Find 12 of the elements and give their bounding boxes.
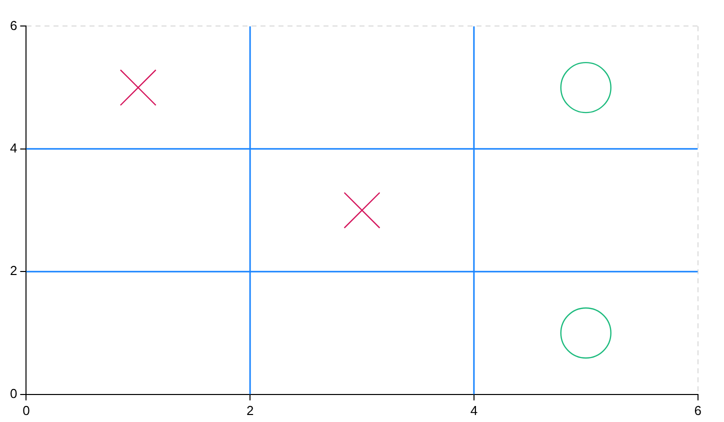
point [560, 307, 612, 359]
point [344, 192, 380, 229]
point [120, 69, 156, 106]
y-tick-label: 6 [10, 18, 18, 33]
y-tick-label: 2 [10, 263, 18, 278]
y-tick-label: 0 [10, 386, 18, 401]
x-tick-label: 4 [470, 402, 478, 418]
x-tick-label: 6 [694, 402, 702, 418]
x-tick-label: 2 [246, 402, 254, 418]
point [560, 62, 612, 114]
y-tick-label: 4 [10, 140, 18, 156]
x-tick-label: 0 [22, 402, 30, 418]
